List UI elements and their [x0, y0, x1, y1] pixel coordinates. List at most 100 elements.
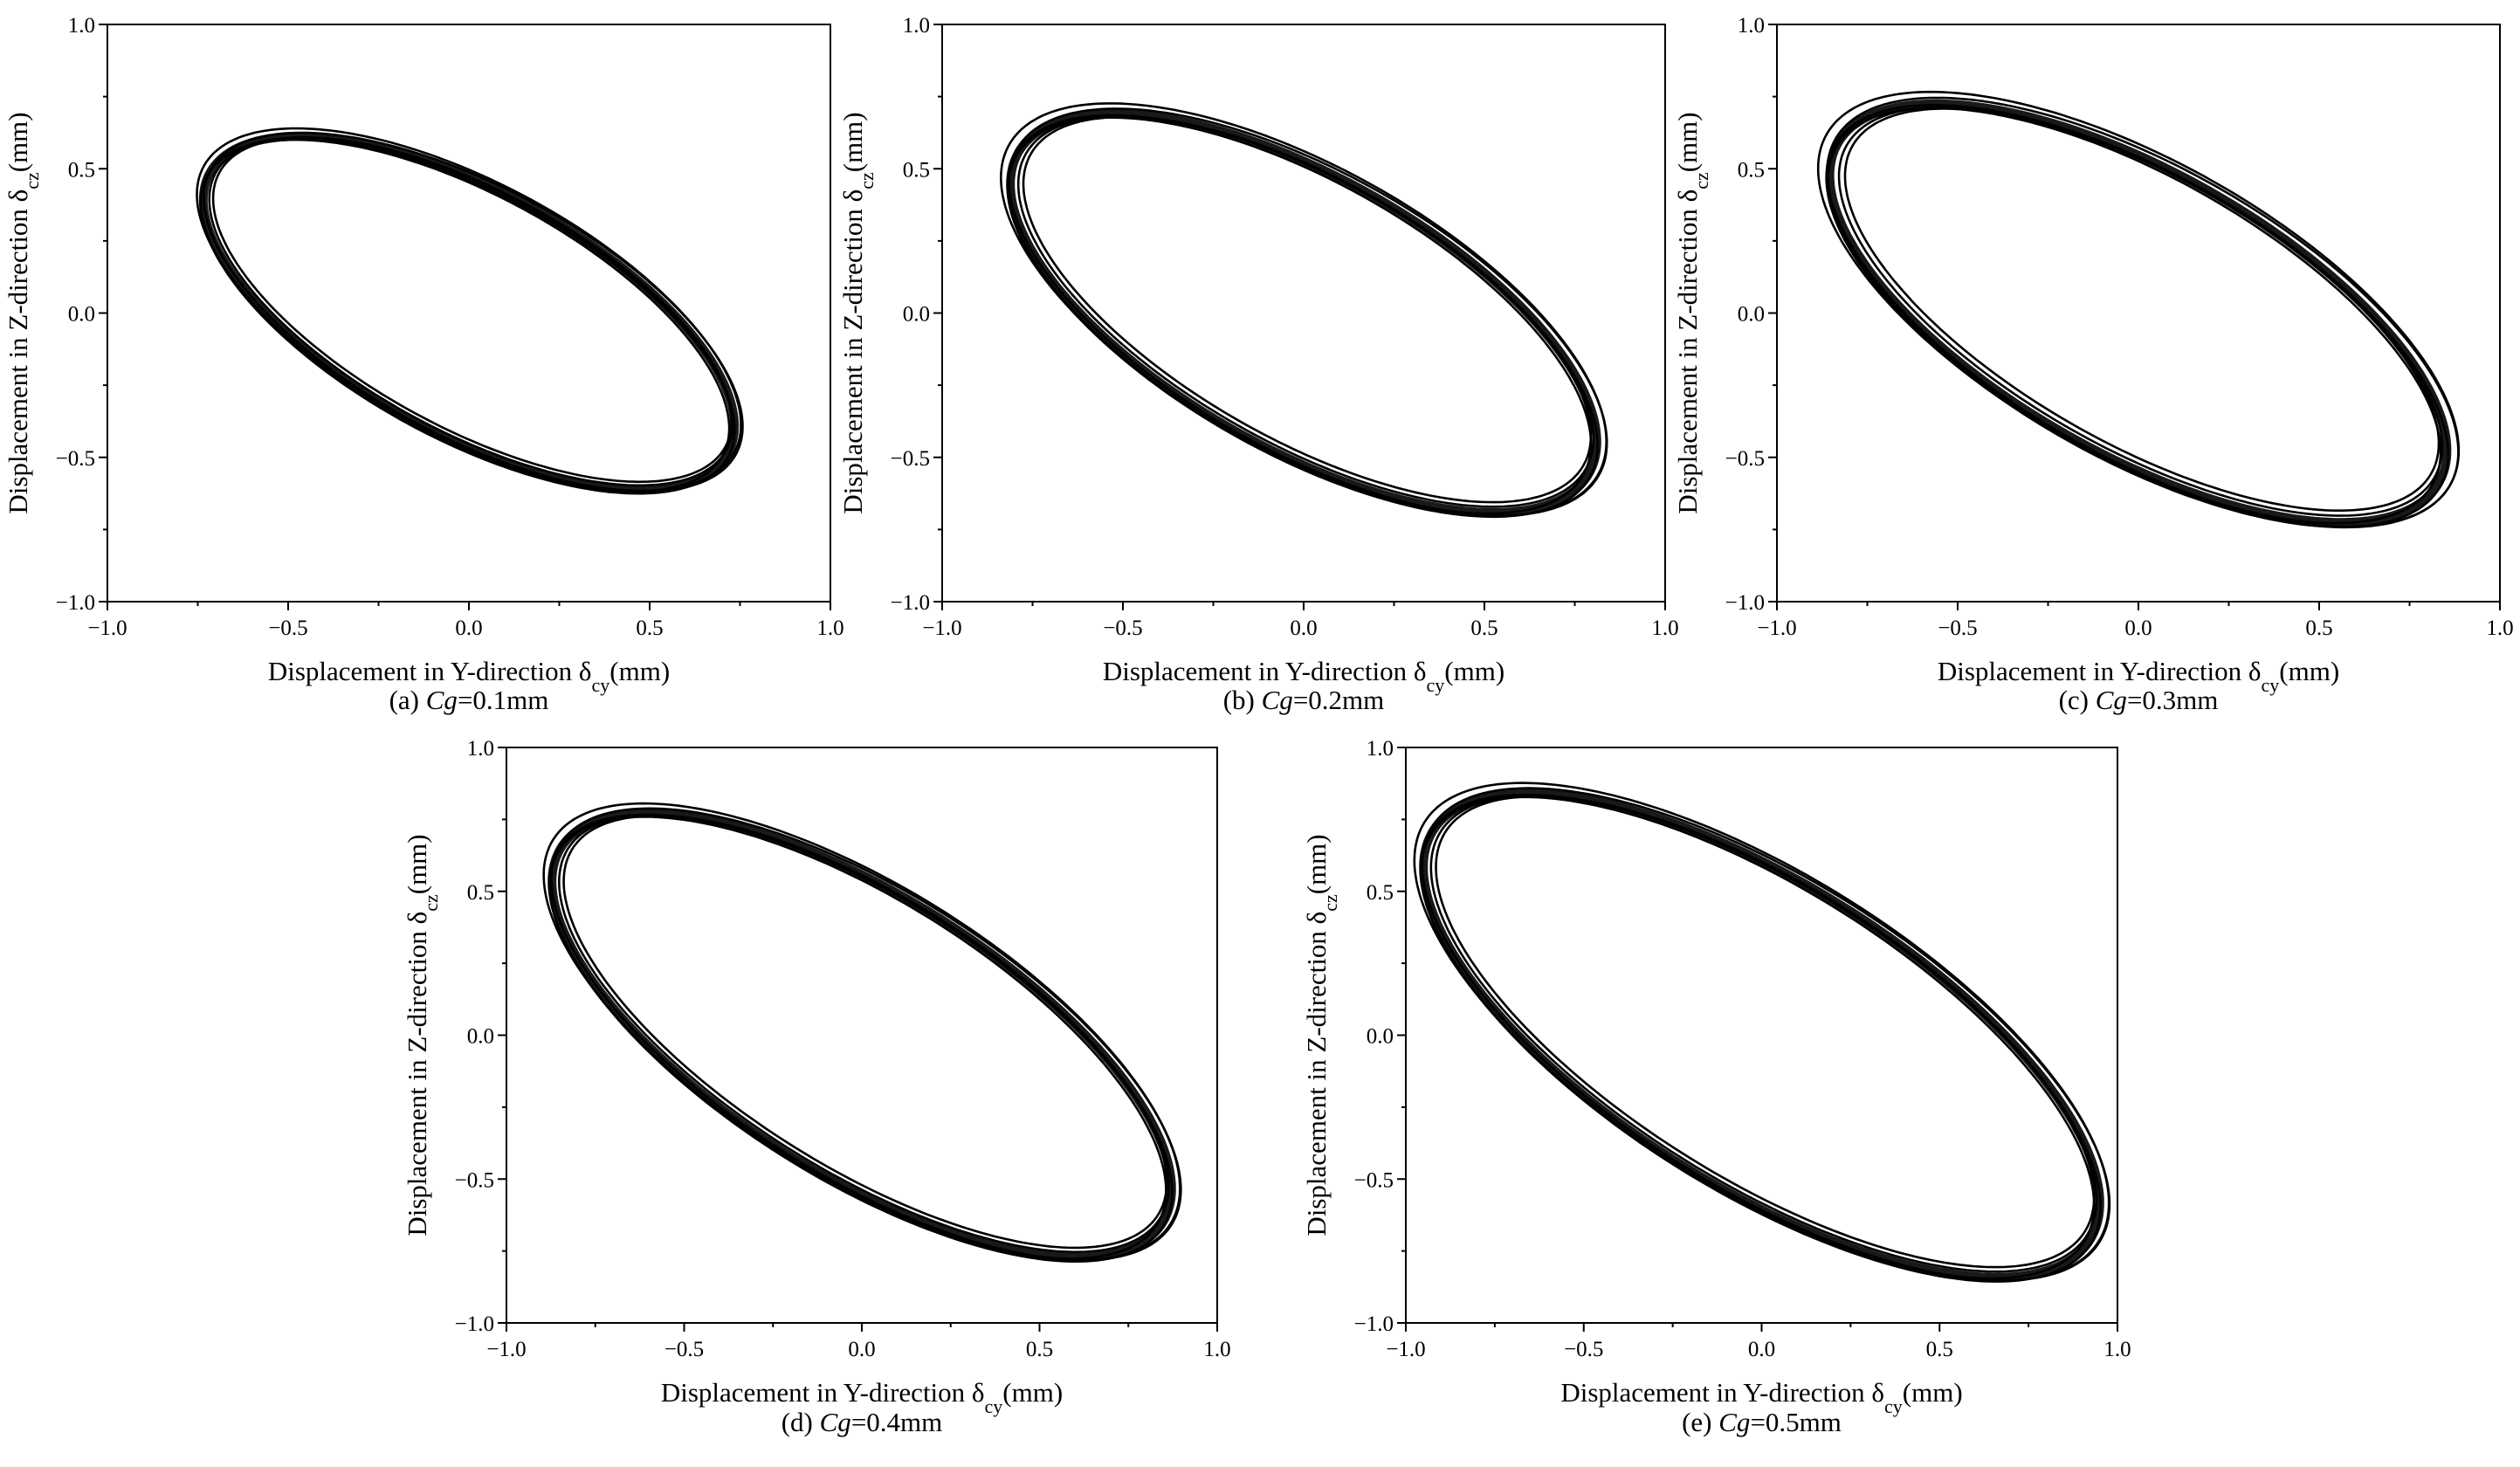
x-axis-label-main: Displacement in Y-direction δ [661, 1377, 985, 1408]
y-tick-label: −0.5 [891, 447, 930, 471]
x-tick-label: 0.5 [2305, 616, 2332, 640]
orbit-band [1825, 99, 2452, 527]
x-tick-label: 1.0 [816, 616, 843, 640]
caption-prefix: (c) [2059, 685, 2096, 715]
y-tick-label: 0.0 [467, 1025, 494, 1049]
orbit-trajectory [1413, 782, 2111, 1283]
x-axis-label: Displacement in Y-direction δcy(mm) [661, 1377, 1063, 1417]
x-axis-label-unit: (mm) [609, 656, 670, 686]
x-tick-label: −0.5 [1938, 616, 1977, 640]
y-axis-label-main: Displacement in Z-direction δ [837, 189, 868, 514]
orbit-loop [1837, 106, 2444, 517]
x-axis-label-subscript: cy [1427, 674, 1445, 696]
y-tick-label: 0.5 [1738, 158, 1765, 182]
caption-value: =0.4mm [851, 1407, 942, 1437]
x-tick-label: −1.0 [1386, 1338, 1425, 1361]
y-axis-label-unit: (mm) [837, 112, 868, 172]
x-tick-label: −0.5 [1103, 616, 1142, 640]
x-tick-label: 0.0 [848, 1338, 875, 1361]
plot-frame [506, 747, 1218, 1324]
y-tick-label: 1.0 [1367, 737, 1394, 761]
x-axis-label-subscript: cy [2262, 674, 2280, 696]
y-axis-label-unit: (mm) [402, 834, 432, 894]
y-tick-label: 1.0 [467, 737, 494, 761]
x-axis-label: Displacement in Y-direction δcy(mm) [1103, 656, 1504, 696]
orbit-trajectory [1000, 102, 1608, 519]
chart-panel-d: −1.0−1.0 −0.5 −0.5 0.0 0.0 0.5 0.5 1.0 1.0 Displa… [402, 737, 1231, 1437]
orbit-trajectory [196, 127, 744, 495]
x-tick-label: 1.0 [1651, 616, 1678, 640]
x-axis-label-main: Displacement in Y-direction δ [268, 656, 592, 686]
x-tick-label: −1.0 [87, 616, 127, 640]
y-tick-label: 0.0 [68, 303, 95, 327]
orbit-band [1419, 789, 2104, 1282]
y-tick-label: 1.0 [1738, 14, 1765, 38]
y-tick-label: 0.0 [1738, 303, 1765, 327]
x-axis-label-unit: (mm) [2279, 656, 2339, 686]
x-tick-label: −0.5 [664, 1338, 704, 1361]
caption-variable: Cg [1262, 685, 1293, 715]
caption-prefix: (a) [389, 685, 426, 715]
y-axis-label: Displacement in Z-direction δcz(mm) [402, 834, 442, 1236]
chart-panel-e: −1.0−1.0 −0.5 −0.5 0.0 0.0 0.5 0.5 1.0 1.0 Displa… [1301, 737, 2131, 1437]
x-axis-label: Displacement in Y-direction δcy(mm) [268, 656, 670, 696]
plot-frame [107, 24, 831, 603]
caption-prefix: (b) [1223, 685, 1262, 715]
y-axis-label-main: Displacement in Z-direction δ [1672, 189, 1703, 514]
y-tick-label: −0.5 [1354, 1168, 1394, 1192]
y-axis-label-unit: (mm) [1672, 112, 1703, 172]
y-tick-label: −1.0 [56, 591, 95, 615]
x-axis-label-subscript: cy [985, 1395, 1003, 1417]
x-tick-label: 0.5 [636, 616, 663, 640]
caption-prefix: (d) [781, 1407, 820, 1437]
y-axis-label-subscript: cz [420, 894, 442, 912]
y-tick-label: −1.0 [1354, 1312, 1394, 1336]
orbit-loop [1022, 115, 1593, 504]
y-tick-label: 0.0 [903, 303, 930, 327]
x-tick-label: 0.5 [1026, 1338, 1053, 1361]
x-tick-label: −1.0 [922, 616, 961, 640]
caption-variable: Cg [426, 685, 458, 715]
x-axis-label-main: Displacement in Y-direction δ [1560, 1377, 1884, 1408]
caption-value: =0.5mm [1750, 1407, 1841, 1437]
y-tick-label: −1.0 [891, 591, 930, 615]
orbit-trajectory [1816, 90, 2461, 529]
y-axis-label: Displacement in Z-direction δcz(mm) [1672, 112, 1712, 513]
y-tick-label: 1.0 [68, 14, 95, 38]
caption-value: =0.3mm [2127, 685, 2218, 715]
x-tick-label: 1.0 [1203, 1338, 1230, 1361]
y-axis-label-main: Displacement in Z-direction δ [402, 912, 432, 1236]
x-axis-label: Displacement in Y-direction δcy(mm) [1938, 656, 2339, 696]
orbit-loop [1843, 107, 2441, 512]
y-axis-label-subscript: cz [856, 172, 878, 189]
x-tick-label: 0.5 [1926, 1338, 1953, 1361]
y-tick-label: −0.5 [56, 447, 95, 471]
y-tick-label: 0.0 [1367, 1025, 1394, 1049]
y-tick-label: −0.5 [455, 1168, 494, 1192]
y-axis-label-main: Displacement in Z-direction δ [1301, 912, 1332, 1236]
x-tick-label: 1.0 [2103, 1338, 2131, 1361]
orbit-trajectory [542, 802, 1182, 1263]
y-tick-label: −0.5 [1725, 447, 1765, 471]
y-tick-label: −1.0 [455, 1312, 494, 1336]
y-tick-label: 1.0 [903, 14, 930, 38]
caption-value: =0.1mm [458, 685, 548, 715]
x-tick-label: 0.5 [1470, 616, 1498, 640]
orbit-loop [203, 131, 744, 493]
orbit-loop [1006, 114, 1599, 519]
caption-prefix: (e) [1682, 1407, 1718, 1437]
y-axis-label-main: Displacement in Z-direction δ [3, 189, 33, 514]
x-axis-label: Displacement in Y-direction δcy(mm) [1560, 1377, 1962, 1417]
x-tick-label: 0.0 [1290, 616, 1317, 640]
chart-panel-c: −1.0−1.0 −0.5 −0.5 0.0 0.0 0.5 0.5 1.0 1.0 Displa… [1672, 14, 2514, 715]
panel-caption: (a) Cg=0.1mm [389, 685, 549, 715]
orbit-band [198, 132, 740, 494]
caption-variable: Cg [2096, 685, 2127, 715]
panel-caption: (d) Cg=0.4mm [781, 1407, 943, 1437]
caption-variable: Cg [1718, 1407, 1750, 1437]
chart-panel-a: −1.0−1.0 −0.5 −0.5 0.0 0.0 0.5 0.5 1.0 1.0 Displa… [3, 14, 844, 715]
panel-caption: (e) Cg=0.5mm [1682, 1407, 1842, 1437]
y-tick-label: 0.5 [1367, 881, 1394, 905]
plot-frame [941, 24, 1666, 603]
